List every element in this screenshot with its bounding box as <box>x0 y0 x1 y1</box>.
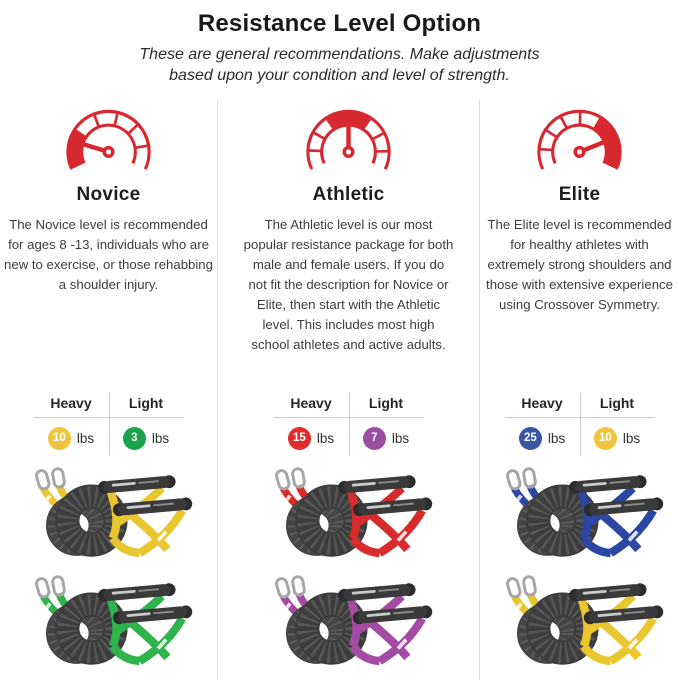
light-weight-badge: 7 <box>362 426 386 450</box>
heavy-column-header: Heavy <box>521 394 563 411</box>
product-images <box>0 464 217 676</box>
gauge-mid-icon <box>218 104 479 175</box>
weight-table-header-row: Heavy Light <box>504 394 655 418</box>
page-title: Resistance Level Option <box>197 10 482 37</box>
light-weight-unit: lbs <box>151 430 170 446</box>
header: Resistance Level Option These are genera… <box>0 0 679 87</box>
light-weight-cell: 10 lbs <box>580 426 655 450</box>
weight-table: Heavy Light 10 lbs 3 lbs <box>33 392 184 456</box>
light-weight-unit: lbs <box>391 430 410 446</box>
weight-table-header-row: Heavy Light <box>273 394 424 418</box>
level-name-heading: Athletic <box>312 183 385 205</box>
athletic-heavy-band-set-image <box>261 464 437 568</box>
weight-table-value-row: 10 lbs 3 lbs <box>34 418 184 452</box>
level-description: The Elite level is recommended for healt… <box>486 216 673 312</box>
novice-light-band-set-image <box>21 572 197 676</box>
heavy-weight-unit: lbs <box>547 430 566 446</box>
level-description: The Athletic level is our most popular r… <box>243 216 454 352</box>
athletic-light-band-set-image <box>261 572 437 676</box>
level-name-heading: Novice <box>76 183 141 205</box>
level-columns: Novice The Novice level is recommended f… <box>0 99 679 680</box>
product-images <box>218 464 479 676</box>
light-weight-badge: 3 <box>122 426 146 450</box>
elite-light-band-set-image <box>492 572 668 676</box>
heavy-weight-badge: 10 <box>47 426 71 450</box>
level-description: The Novice level is recommended for ages… <box>4 216 213 292</box>
level-column-novice: Novice The Novice level is recommended f… <box>0 100 217 680</box>
novice-heavy-band-set-image <box>21 464 197 568</box>
heavy-weight-unit: lbs <box>316 430 335 446</box>
page-subtitle: These are general recommendations. Make … <box>139 46 540 84</box>
light-column-header: Light <box>368 394 404 411</box>
heavy-weight-cell: 25 lbs <box>505 426 580 450</box>
heavy-weight-unit: lbs <box>76 430 95 446</box>
gauge-low-icon <box>0 104 217 175</box>
product-images <box>480 464 679 676</box>
heavy-weight-badge: 15 <box>287 426 311 450</box>
weight-table-value-row: 25 lbs 10 lbs <box>505 418 655 452</box>
heavy-column-header: Heavy <box>290 394 332 411</box>
weight-table-header-row: Heavy Light <box>33 394 184 418</box>
light-weight-badge: 10 <box>593 426 617 450</box>
light-weight-unit: lbs <box>622 430 641 446</box>
elite-heavy-band-set-image <box>492 464 668 568</box>
heavy-weight-cell: 15 lbs <box>274 426 349 450</box>
heavy-weight-cell: 10 lbs <box>34 426 109 450</box>
gauge-high-icon <box>480 104 679 175</box>
weight-table: Heavy Light 15 lbs 7 lbs <box>273 392 424 456</box>
light-column-header: Light <box>599 394 635 411</box>
light-weight-cell: 7 lbs <box>349 426 424 450</box>
weight-table-value-row: 15 lbs 7 lbs <box>274 418 424 452</box>
heavy-column-header: Heavy <box>50 394 92 411</box>
light-weight-cell: 3 lbs <box>109 426 184 450</box>
light-column-header: Light <box>128 394 164 411</box>
level-name-heading: Elite <box>558 183 601 205</box>
level-column-elite: Elite The Elite level is recommended for… <box>479 99 679 680</box>
heavy-weight-badge: 25 <box>518 426 542 450</box>
weight-table: Heavy Light 25 lbs 10 lbs <box>504 392 655 456</box>
level-column-athletic: Athletic The Athletic level is our most … <box>217 99 479 680</box>
